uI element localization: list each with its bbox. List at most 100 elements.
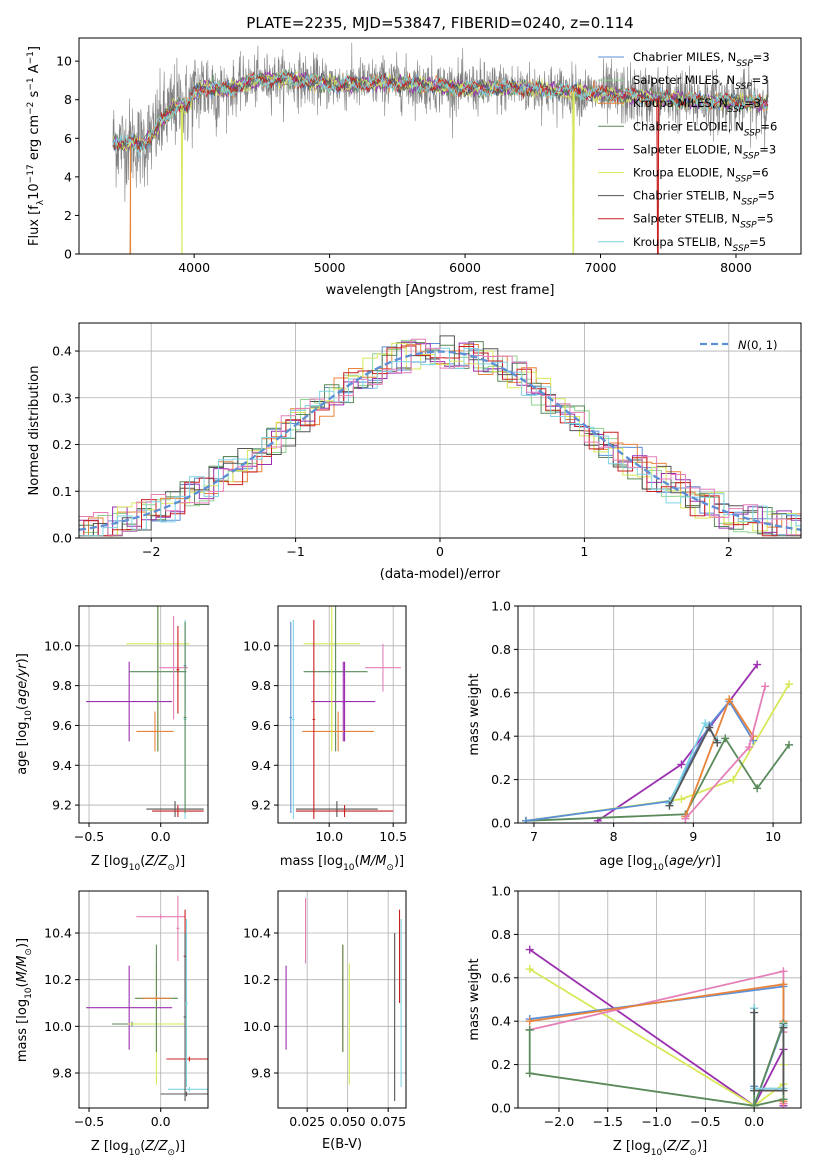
- errorbar-point: [365, 643, 401, 692]
- x-axis-label: Z [log10(Z/Z⊙)]: [613, 1139, 707, 1158]
- weight-marker: [750, 1008, 759, 1017]
- panel-residuals: −2 −1 0 1 2 0.0 0.1 0.2 0.3 0.4 N(0, 1) (data-model…: [27, 322, 802, 582]
- weight-marker: [525, 965, 534, 974]
- x-tick-label: 7: [530, 829, 538, 844]
- figure-title: PLATE=2235, MJD=53847, FIBERID=0240, z=0…: [246, 14, 633, 32]
- errorbar-point: [152, 805, 204, 818]
- axes-frame: [517, 605, 802, 824]
- y-tick-label: 0.6: [491, 685, 511, 700]
- y-tick-label: 0.4: [491, 729, 511, 744]
- x-tick-label: 8000: [720, 260, 752, 275]
- errorbar-point: [159, 615, 188, 720]
- axes-frame: [517, 890, 802, 1109]
- legend-entry: Salpeter MILES, NSSP=3: [633, 73, 769, 92]
- y-tick-label: 10.4: [44, 926, 72, 941]
- x-tick-label: 7000: [585, 260, 617, 275]
- panel-weight-vs-age: 7 8 9 10 0.0 0.2 0.4 0.6 0.8 1.0 mass weight age [l…: [467, 599, 802, 873]
- x-tick-label: 2: [725, 544, 733, 559]
- y-tick-label: 10.4: [243, 926, 271, 941]
- x-tick-label: 0: [436, 544, 444, 559]
- x-tick-label: 10.0: [315, 829, 343, 844]
- y-tick-label: 9.2: [251, 798, 271, 813]
- weight-marker: [665, 801, 674, 810]
- y-tick-label: 10.0: [243, 638, 271, 653]
- panel-mass-vs-Z: −0.5 0.0 9.8 10.0 10.2 10.4 Z [log10(Z/Z⊙)] mas…: [15, 890, 209, 1158]
- x-tick-label: 0.0: [151, 829, 171, 844]
- residual-histogram: [79, 341, 801, 537]
- legend-entry: Kroupa MILES, NSSP=3: [633, 96, 761, 115]
- weight-marker: [761, 682, 770, 691]
- errorbar-point: [136, 914, 186, 919]
- y-tick-label: 10: [56, 54, 72, 69]
- errorbar-point: [146, 801, 204, 818]
- gaussian-reference: [79, 350, 801, 531]
- plot-area: [79, 323, 801, 538]
- weight-marker: [677, 795, 686, 804]
- y-tick-label: 0.6: [491, 970, 511, 985]
- plot-area: [278, 606, 406, 823]
- y-tick-label: 1.0: [491, 884, 511, 899]
- weight-line: [525, 699, 754, 822]
- x-tick-label: 4000: [178, 260, 210, 275]
- weight-marker: [721, 734, 730, 743]
- y-tick-label: 10.0: [44, 638, 72, 653]
- y-tick-label: 10.0: [243, 1019, 271, 1034]
- errorbar-point: [129, 606, 187, 752]
- weight-marker: [779, 1095, 788, 1104]
- axes-frame: [78, 605, 209, 824]
- x-tick-label: −2: [142, 544, 160, 559]
- x-axis-label: wavelength [Angstrom, rest frame]: [326, 283, 555, 298]
- y-tick-label: 0.2: [491, 772, 511, 787]
- weight-marker: [779, 980, 788, 989]
- errorbar-point: [312, 619, 316, 820]
- weight-marker: [779, 1086, 788, 1095]
- y-tick-label: 0.0: [52, 531, 72, 546]
- legend-entry: Chabrier ELODIE, NSSP=6: [633, 119, 777, 138]
- weight-marker: [525, 945, 534, 954]
- x-axis-label: age [log10(age/yr)]: [599, 854, 721, 873]
- y-tick-label: 0.4: [491, 1014, 511, 1029]
- x-axis-label: mass [log10(M/M⊙)]: [280, 854, 404, 873]
- errorbar-point: [343, 661, 346, 742]
- y-tick-label: 0.0: [491, 816, 511, 831]
- plot-area: [79, 606, 208, 823]
- y-tick-label: 10.2: [44, 972, 72, 987]
- weight-marker: [729, 775, 738, 784]
- axes-frame: [78, 890, 209, 1109]
- weight-marker: [785, 680, 794, 689]
- weight-marker: [753, 784, 762, 793]
- errorbar-point: [185, 919, 188, 1087]
- errorbar-point: [136, 711, 174, 752]
- residual-histogram: [79, 342, 801, 537]
- weight-marker: [725, 695, 734, 704]
- y-tick-label: 1.0: [491, 599, 511, 614]
- model-spectrum: [112, 70, 769, 158]
- weight-marker: [525, 1069, 534, 1078]
- errorbar-point: [295, 805, 394, 818]
- y-axis-label: age [log10(age/yr)]: [15, 653, 34, 775]
- y-tick-label: 4: [64, 169, 72, 184]
- weight-marker: [525, 1025, 534, 1034]
- errorbar-point: [142, 996, 171, 1001]
- legend-entry: N(0, 1): [738, 338, 778, 352]
- y-tick-label: 0.8: [491, 927, 511, 942]
- weight-marker: [750, 1086, 759, 1095]
- y-tick-label: 9.8: [251, 678, 271, 693]
- errorbar-point: [295, 801, 378, 818]
- weight-marker: [785, 740, 794, 749]
- residual-histogram: [79, 347, 801, 537]
- weight-marker: [713, 738, 722, 747]
- y-axis-label: Flux [fλ10−17 erg cm−2 s−1 A−1]: [26, 46, 46, 246]
- y-tick-label: 6: [64, 131, 72, 146]
- legend-entry: Kroupa STELIB, NSSP=5: [633, 235, 766, 254]
- x-tick-label: −0.5: [690, 1114, 720, 1129]
- weight-marker: [750, 1101, 759, 1108]
- weight-line: [525, 683, 790, 822]
- legend-entry: Salpeter ELODIE, NSSP=3: [633, 142, 776, 161]
- y-axis-label: mass weight: [467, 673, 482, 755]
- panel-age-vs-Z: −0.5 0.0 9.2 9.4 9.6 9.8 10.0 Z [log10(Z/Z⊙)] ag…: [15, 605, 209, 873]
- y-tick-label: 0.2: [491, 1057, 511, 1072]
- weight-marker: [701, 719, 710, 728]
- x-axis-label: (data-model)/error: [380, 567, 501, 582]
- weight-line: [753, 1012, 785, 1092]
